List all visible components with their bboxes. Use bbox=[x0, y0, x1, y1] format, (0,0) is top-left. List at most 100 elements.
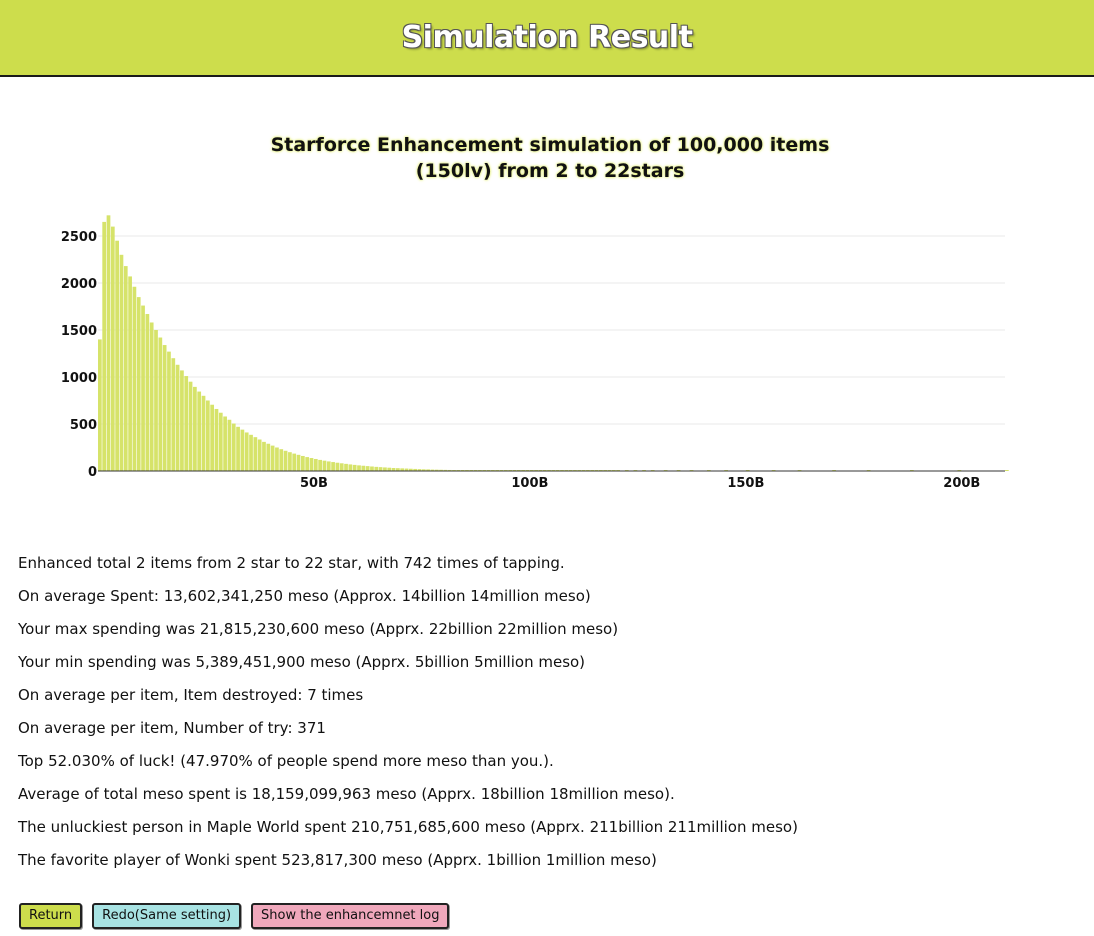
stat-total-items: Enhanced total 2 items from 2 star to 22… bbox=[18, 554, 565, 572]
histogram-svg: 0 500 1000 1500 2000 2500 50B 100B 150B 200B bbox=[61, 215, 1009, 491]
result-stats: Enhanced total 2 items from 2 star to 22… bbox=[18, 550, 1078, 880]
histogram-bar bbox=[136, 297, 141, 471]
histogram-bar bbox=[370, 466, 374, 471]
x-tick-label: 100B bbox=[511, 476, 548, 491]
histogram-bar bbox=[404, 468, 409, 471]
redo-button[interactable]: Redo(Same setting) bbox=[92, 903, 242, 929]
histogram-bar bbox=[257, 439, 262, 471]
histogram-bar bbox=[439, 469, 443, 471]
histogram-bar bbox=[352, 464, 357, 471]
x-tick-label: 50B bbox=[300, 476, 328, 491]
x-tick-label: 150B bbox=[727, 476, 764, 491]
histogram-bar bbox=[201, 395, 206, 471]
histogram-bar bbox=[214, 408, 219, 471]
histogram-bar bbox=[447, 469, 452, 471]
x-tick-label: 200B bbox=[943, 476, 980, 491]
chart-title-line-2: (150lv) from 2 to 22stars bbox=[415, 160, 685, 182]
histogram-bar bbox=[309, 458, 314, 471]
histogram-bar bbox=[223, 416, 227, 471]
histogram-bar bbox=[158, 337, 163, 471]
histogram-bar bbox=[210, 404, 215, 471]
histogram-bar bbox=[417, 469, 422, 471]
page-title: Simulation Result bbox=[401, 20, 693, 55]
histogram-bar bbox=[1005, 470, 1009, 471]
histogram-bar bbox=[171, 358, 176, 471]
stat-number-of-try: On average per item, Number of try: 371 bbox=[18, 719, 326, 737]
histogram-bar bbox=[188, 381, 193, 471]
histogram-bar bbox=[400, 468, 405, 471]
histogram-bar bbox=[434, 469, 439, 471]
histogram-bar bbox=[331, 462, 335, 471]
histogram-bar bbox=[102, 221, 107, 471]
histogram-bar bbox=[123, 266, 128, 471]
histogram-bar bbox=[253, 437, 258, 471]
histogram-bar bbox=[378, 467, 383, 471]
histogram-bar bbox=[421, 469, 426, 471]
histogram-bar bbox=[344, 463, 348, 471]
histogram-bar bbox=[240, 429, 245, 471]
header-bar: Simulation Result bbox=[0, 0, 1094, 77]
histogram-bar bbox=[119, 254, 124, 471]
histogram-bar bbox=[365, 466, 370, 471]
histogram-bar bbox=[430, 469, 435, 471]
histogram-bar bbox=[98, 339, 102, 471]
histogram-bar bbox=[283, 450, 288, 471]
y-tick-label: 1000 bbox=[61, 371, 97, 386]
histogram-bar bbox=[193, 386, 197, 471]
stat-max-spending: Your max spending was 21,815,230,600 mes… bbox=[18, 620, 619, 638]
histogram-bar bbox=[205, 400, 210, 471]
stat-items-destroyed: On average per item, Item destroyed: 7 t… bbox=[18, 686, 364, 704]
histogram-bar bbox=[357, 465, 361, 471]
y-tick-label: 2500 bbox=[61, 230, 97, 245]
histogram-bar bbox=[426, 469, 430, 471]
histogram-bar bbox=[266, 443, 271, 471]
histogram-bar bbox=[154, 330, 158, 471]
stat-average-total: Average of total meso spent is 18,159,09… bbox=[18, 785, 675, 803]
histogram-bar bbox=[313, 458, 318, 471]
histogram-bar bbox=[231, 423, 236, 471]
histogram-bar bbox=[322, 460, 327, 471]
histogram-bar bbox=[408, 468, 413, 471]
histogram-bar bbox=[110, 226, 115, 471]
histogram-bar bbox=[318, 459, 322, 471]
histogram-chart: 0 500 1000 1500 2000 2500 50B 100B 150B 200B Star… bbox=[0, 120, 1094, 500]
histogram-bar bbox=[387, 467, 392, 471]
histogram-bar bbox=[145, 314, 150, 471]
histogram-bar bbox=[296, 454, 301, 471]
action-buttons: Return Redo(Same setting) Show the enhan… bbox=[19, 903, 450, 929]
histogram-bar bbox=[288, 452, 292, 471]
y-tick-label: 0 bbox=[88, 465, 97, 480]
histogram-bar bbox=[197, 391, 202, 471]
histogram-bar bbox=[305, 457, 310, 471]
histogram-bar bbox=[413, 468, 418, 471]
stat-min-spending: Your min spending was 5,389,451,900 meso… bbox=[18, 653, 586, 671]
chart-title: Starforce Enhancement simulation of 100,… bbox=[200, 132, 900, 184]
histogram-bar bbox=[326, 461, 331, 471]
histogram-bar bbox=[218, 412, 223, 471]
histogram-bar bbox=[396, 468, 400, 471]
histogram-bar bbox=[374, 466, 379, 471]
histogram-bar bbox=[383, 467, 387, 471]
histogram-bar bbox=[227, 419, 232, 471]
return-button[interactable]: Return bbox=[19, 903, 83, 929]
histogram-bar bbox=[249, 434, 253, 471]
histogram-bar bbox=[361, 465, 366, 471]
y-tick-label: 2000 bbox=[61, 277, 97, 292]
histogram-bar bbox=[141, 305, 145, 471]
y-tick-label: 1500 bbox=[61, 324, 97, 339]
histogram-bar bbox=[128, 276, 132, 471]
histogram-bar bbox=[335, 462, 340, 471]
show-log-button[interactable]: Show the enhancemnet log bbox=[251, 903, 450, 929]
histogram-bar bbox=[443, 469, 448, 471]
histogram-bar bbox=[175, 364, 180, 471]
histogram-bar bbox=[184, 376, 189, 471]
histogram-bar bbox=[300, 455, 305, 471]
stat-luck-percentile: Top 52.030% of luck! (47.970% of people … bbox=[18, 752, 554, 770]
histogram-bar bbox=[162, 345, 167, 471]
histogram-bar bbox=[262, 441, 266, 471]
stat-average-spent: On average Spent: 13,602,341,250 meso (A… bbox=[18, 587, 591, 605]
stat-favorite-player: The favorite player of Wonki spent 523,8… bbox=[18, 851, 657, 869]
histogram-bar bbox=[106, 215, 111, 471]
histogram-bar bbox=[339, 463, 344, 471]
histogram-bar bbox=[167, 351, 171, 471]
